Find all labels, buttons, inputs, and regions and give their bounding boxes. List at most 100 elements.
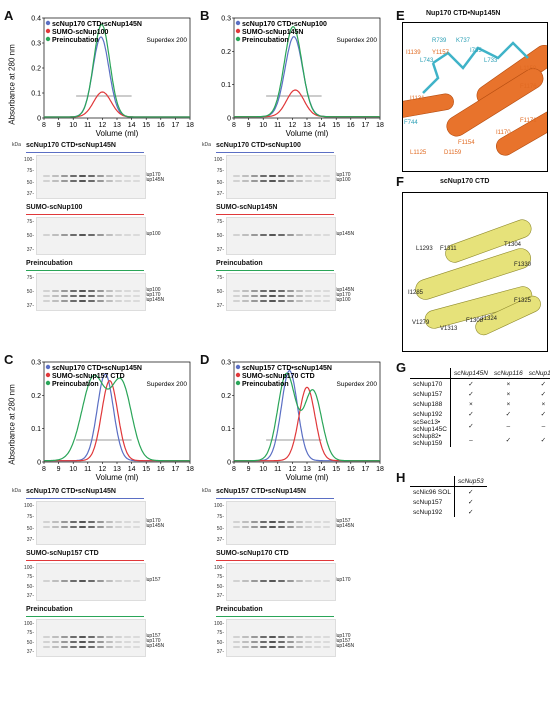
residue-label: K737 bbox=[456, 38, 471, 44]
x-tick-label: 10 bbox=[259, 122, 267, 129]
gel-band bbox=[305, 641, 312, 644]
table-cell: ✓ bbox=[468, 499, 474, 506]
residue-label: Y1157 bbox=[432, 50, 449, 56]
gel-band bbox=[233, 641, 240, 644]
x-tick-label: 16 bbox=[347, 466, 355, 473]
band-label: scNup145N bbox=[138, 176, 165, 183]
x-tick-label: 10 bbox=[259, 466, 267, 473]
chromatogram-c: 0 0.1 0.2 0.3 8 9 10 11 12 13 14 15 16 17 18 Volume (ml… bbox=[31, 360, 194, 483]
gel-band bbox=[287, 179, 294, 182]
gel-band bbox=[278, 179, 285, 182]
y-tick-label: 0.3 bbox=[221, 360, 231, 367]
column-label: Superdex 200 bbox=[147, 37, 188, 44]
gel-band bbox=[52, 290, 59, 293]
panel-label-e: E bbox=[396, 8, 405, 23]
legend-marker bbox=[45, 20, 51, 26]
table-cell: × bbox=[469, 400, 473, 408]
mw-marker: 100- bbox=[213, 503, 224, 509]
gel-band bbox=[305, 525, 312, 528]
x-tick-label: 14 bbox=[318, 122, 326, 129]
table-cell: × bbox=[506, 400, 511, 408]
gel-band bbox=[269, 234, 276, 237]
legend-marker bbox=[235, 372, 241, 378]
chromatogram-a: 0 0.1 0.2 0.3 0.4 8 9 10 11 12 13 14 15 16 17 18 Volume … bbox=[31, 16, 194, 139]
gel-image: 75- 50- 37- bbox=[217, 217, 336, 255]
gel-band bbox=[278, 234, 285, 237]
legend-marker bbox=[235, 380, 241, 386]
gel-band bbox=[287, 174, 294, 177]
mw-marker: 75- bbox=[26, 219, 34, 225]
mw-marker: 37- bbox=[26, 649, 34, 655]
gel-band bbox=[278, 174, 285, 177]
gel-band bbox=[323, 636, 330, 639]
gel-band bbox=[323, 641, 330, 644]
gel-band bbox=[133, 290, 140, 293]
table-header-row: scNup53 bbox=[410, 476, 487, 487]
gel-band bbox=[296, 520, 303, 523]
mw-marker: 50- bbox=[216, 639, 224, 646]
gel-band bbox=[97, 290, 104, 293]
x-tick-label: 11 bbox=[274, 122, 281, 129]
gel-band bbox=[79, 580, 86, 583]
structure-f-title: scNup170 CTD bbox=[440, 178, 490, 185]
gel-band bbox=[97, 525, 104, 528]
gel-band bbox=[242, 290, 249, 293]
gel-band bbox=[79, 636, 86, 639]
series-line bbox=[234, 89, 380, 118]
gel-band bbox=[52, 300, 59, 303]
kda-label: kDa bbox=[202, 142, 211, 148]
gel-band bbox=[133, 174, 140, 177]
x-tick-label: 12 bbox=[99, 466, 107, 473]
table-cell: ✓ bbox=[468, 489, 474, 496]
gel-title-rule bbox=[216, 152, 334, 153]
table-row: scNup192 ✓ ✓ ✓ bbox=[410, 409, 550, 419]
gel-band bbox=[61, 234, 68, 237]
gel-band bbox=[97, 646, 104, 649]
gel-band bbox=[251, 300, 258, 303]
residue-label: F1330 bbox=[514, 262, 532, 268]
residue-label: I1139 bbox=[406, 50, 421, 56]
x-tick-label: 16 bbox=[157, 466, 165, 473]
mw-marker: 37- bbox=[26, 303, 34, 309]
gel-title: scNup157 CTD•scNup145N bbox=[216, 488, 306, 495]
gel-band bbox=[260, 636, 267, 639]
gel-band bbox=[260, 295, 267, 298]
mw-marker: 37- bbox=[26, 593, 34, 599]
gel-panel: kDa scNup157 CTD•scNup145N scNup157 scNup14… bbox=[202, 488, 384, 546]
legend-label: scNup170 CTD•scNup100 bbox=[242, 21, 327, 28]
gel-band bbox=[287, 525, 294, 528]
gel-band bbox=[70, 174, 77, 177]
gel-band bbox=[260, 580, 267, 583]
gel-band bbox=[287, 641, 294, 644]
gel-band bbox=[106, 580, 113, 583]
table-row: scNup157 ✓ bbox=[410, 497, 487, 507]
gel-band bbox=[296, 179, 303, 182]
gel-band bbox=[305, 520, 312, 523]
gel-band bbox=[242, 525, 249, 528]
gel-band bbox=[124, 174, 131, 177]
legend-label: Preincubation bbox=[52, 381, 99, 388]
mw-marker: 50- bbox=[216, 233, 224, 239]
gel-band bbox=[233, 300, 240, 303]
gel-band bbox=[133, 520, 140, 523]
gel-band bbox=[260, 646, 267, 649]
residue-label: R739 bbox=[432, 38, 447, 44]
table-cell: – bbox=[469, 436, 473, 444]
gel-band bbox=[115, 641, 122, 644]
kda-label: kDa bbox=[12, 488, 21, 494]
x-tick-label: 14 bbox=[128, 122, 136, 129]
gel-image: 100- 75- 50- 37- bbox=[214, 155, 336, 199]
gel-band bbox=[70, 295, 77, 298]
gel-band bbox=[61, 641, 68, 644]
x-tick-label: 8 bbox=[232, 122, 236, 129]
gel-band bbox=[323, 290, 330, 293]
gel-band bbox=[323, 580, 330, 583]
legend-label: Preincubation bbox=[242, 37, 289, 44]
residue-label: I1131 bbox=[410, 96, 425, 102]
y-tick-label: 0 bbox=[227, 116, 231, 123]
gel-panel: SUMO-scNup170 CTD scNup170 100- 75- 50- 37- bbox=[214, 550, 384, 602]
gel-band bbox=[124, 525, 131, 528]
gel-band bbox=[133, 295, 140, 298]
gel-band bbox=[251, 525, 258, 528]
mw-marker: 75- bbox=[26, 168, 34, 175]
